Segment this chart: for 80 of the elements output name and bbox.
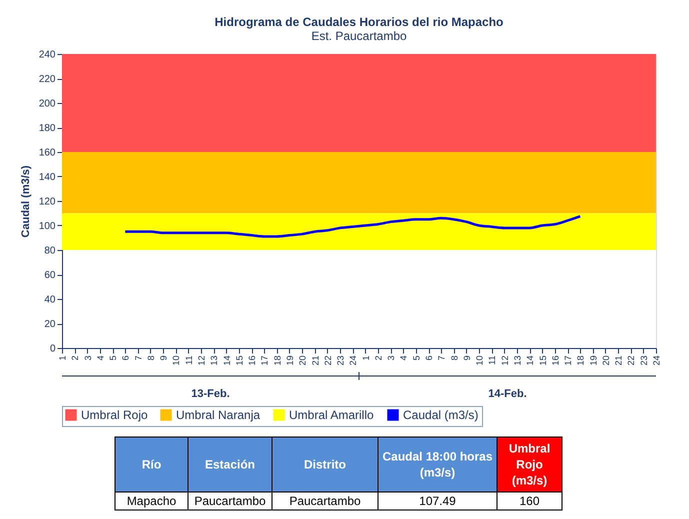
- x-tick-label: 22: [322, 356, 333, 366]
- x-tick-label: 15: [538, 356, 548, 366]
- text: 160: [519, 494, 540, 508]
- text: Estación: [204, 458, 256, 472]
- x-tick-label: 1: [58, 356, 68, 361]
- x-tick-label: 14: [222, 356, 232, 366]
- x-tick-label: 24: [652, 356, 662, 366]
- x-tick-label: 20: [298, 356, 308, 366]
- y-tick-label: 60: [44, 270, 56, 281]
- x-tick-label: 21: [614, 356, 624, 366]
- x-tick-label: 18: [272, 356, 282, 366]
- x-tick-label: 1: [360, 356, 371, 361]
- text: Paucartambo: [289, 494, 362, 508]
- x-tick-label: 11: [184, 356, 194, 365]
- x-tick-label: 22: [626, 356, 636, 366]
- x-tick-label: 8: [449, 356, 460, 361]
- x-tick-label: 19: [284, 356, 295, 366]
- x-tick-label: 23: [336, 356, 346, 366]
- x-tick-label: 3: [82, 356, 93, 361]
- text: Umbral Rojo (m3/s): [508, 442, 550, 488]
- x-tick-label: 15: [234, 356, 244, 366]
- y-tick-label: 20: [44, 319, 56, 330]
- text: 107.49: [419, 494, 456, 508]
- y-tick-label: 160: [38, 148, 56, 158]
- legend-label: Umbral Amarillo: [289, 408, 374, 422]
- legend-label: Caudal (m3/s): [403, 408, 478, 422]
- x-tick-label: 7: [436, 356, 447, 361]
- y-axis-title: Caudal (m3/s): [20, 165, 32, 238]
- legend-label: Umbral Naranja: [176, 408, 260, 422]
- text: 13-Feb.: [191, 388, 230, 400]
- x-tick-label: 14: [525, 356, 536, 366]
- text: Caudal 18:00 horas (m3/s): [382, 450, 493, 480]
- x-tick-label: 17: [563, 356, 574, 366]
- text: Mapacho: [126, 494, 177, 508]
- x-tick-label: 7: [133, 356, 144, 361]
- y-tick-label: 180: [38, 123, 56, 134]
- x-tick-label: 5: [411, 356, 422, 361]
- y-tick-label: 40: [44, 294, 56, 306]
- y-tick-label: 240: [38, 50, 56, 60]
- y-tick-label: 140: [38, 172, 56, 183]
- x-tick-label: 5: [108, 356, 118, 361]
- x-tick-label: 2: [70, 356, 80, 361]
- x-tick-label: 12: [196, 356, 207, 366]
- y-tick-label: 220: [38, 74, 56, 85]
- x-tick-label: 19: [588, 356, 598, 366]
- x-tick-label: 24: [348, 356, 358, 366]
- x-tick-label: 4: [95, 356, 106, 361]
- x-tick-label: 13: [512, 356, 522, 366]
- x-tick-label: 8: [146, 356, 156, 361]
- x-tick-label: 2: [373, 356, 384, 361]
- x-tick-label: 6: [424, 356, 434, 361]
- x-tick-label: 13: [209, 356, 220, 366]
- y-tick-label: 200: [38, 98, 56, 110]
- x-tick-label: 16: [247, 356, 258, 366]
- x-tick-label: 11: [487, 356, 498, 365]
- y-tick-label: 80: [44, 246, 56, 256]
- y-tick-label: 100: [38, 221, 56, 232]
- x-tick-label: 23: [638, 356, 649, 366]
- x-tick-label: 12: [500, 356, 510, 366]
- text: Distrito: [304, 458, 346, 472]
- x-tick-label: 4: [398, 356, 409, 361]
- x-tick-label: 18: [576, 356, 586, 366]
- x-tick-label: 9: [158, 356, 169, 361]
- chart-title: Hidrograma de Caudales Horarios del rio Mapacho: [214, 15, 504, 29]
- x-tick-label: 10: [474, 356, 485, 366]
- y-tick-label: 0: [50, 344, 56, 354]
- x-tick-label: 20: [600, 356, 611, 366]
- x-tick-label: 9: [462, 356, 472, 361]
- text: Paucartambo: [194, 494, 266, 508]
- legend-label: Umbral Rojo: [81, 408, 148, 422]
- x-tick-label: 16: [550, 356, 560, 366]
- x-tick-label: 21: [310, 356, 320, 366]
- x-tick-label: 10: [171, 356, 182, 366]
- y-tick-label: 120: [38, 196, 56, 208]
- x-tick-label: 3: [386, 356, 396, 361]
- text: Río: [142, 458, 162, 472]
- text: 14-Feb.: [488, 388, 527, 400]
- x-tick-label: 17: [260, 356, 270, 366]
- x-tick-label: 6: [120, 356, 131, 361]
- chart-subtitle: Est. Paucartambo: [311, 29, 408, 43]
